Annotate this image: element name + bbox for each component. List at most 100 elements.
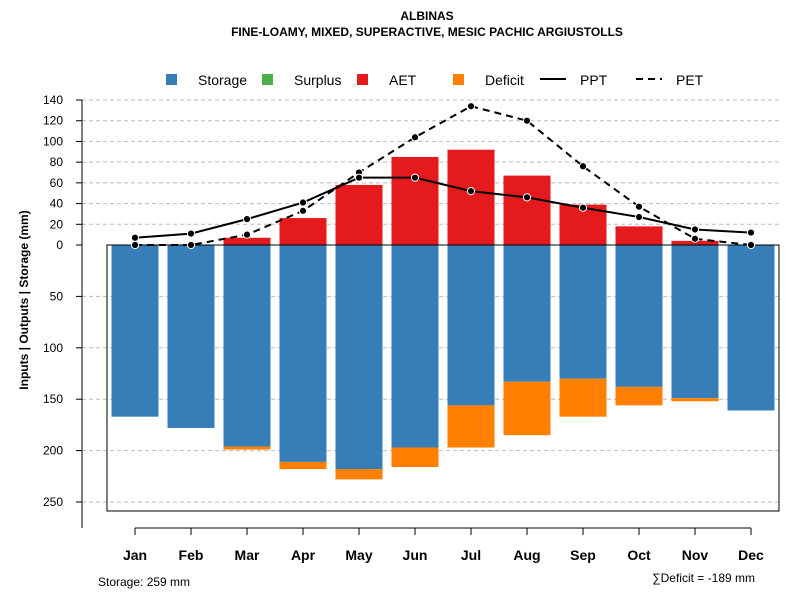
ppt-point [410, 173, 420, 182]
deficit-bar [223, 446, 271, 450]
aet-bar [671, 240, 719, 245]
x-tick-label: Jul [461, 547, 481, 563]
aet-bar [447, 149, 495, 245]
upper-y-axis: 0 20 40 60 80 100 120 140 [43, 93, 83, 252]
pet-point [242, 230, 252, 239]
x-tick-label: Mar [235, 547, 260, 563]
storage-bar [111, 245, 159, 417]
x-axis: Jan Feb Mar Apr May Jun Jul Aug Sep Oct Nov Dec [123, 527, 764, 563]
deficit-note: ∑Deficit = -189 mm [652, 571, 755, 585]
deficit-bar [615, 386, 663, 406]
pet-point [466, 102, 476, 111]
ppt-point [578, 203, 588, 212]
pet-point [410, 133, 420, 142]
upper-y-tick-label: 60 [50, 176, 64, 190]
pet-point [186, 240, 196, 250]
ppt-line [134, 176, 752, 239]
legend-pet-label: PET [676, 72, 704, 88]
storage-bar [335, 245, 383, 470]
pet-point [298, 206, 308, 215]
upper-y-tick-label: 140 [43, 93, 63, 107]
upper-y-tick-label: 20 [50, 217, 64, 231]
x-tick-label: May [345, 547, 372, 563]
storage-bar [279, 245, 327, 462]
aet-bar [503, 175, 551, 245]
x-tick-label: Jan [123, 547, 147, 563]
storage-bar [447, 245, 495, 406]
deficit-bar [671, 398, 719, 402]
deficit-bar [559, 378, 607, 417]
aet-bar [279, 218, 327, 245]
pet-point [522, 116, 532, 125]
storage-bar [671, 245, 719, 399]
legend: Storage Surplus AET Deficit PPT PET [166, 72, 704, 88]
ppt-point [242, 215, 252, 224]
ppt-point [130, 233, 140, 242]
lower-y-tick-label: 200 [43, 444, 63, 458]
lower-y-tick-label: 150 [43, 392, 63, 406]
pet-point [634, 202, 644, 211]
lower-y-axis: 50 100 150 200 250 [43, 245, 83, 528]
lines [130, 102, 756, 250]
upper-y-tick-label: 0 [56, 238, 63, 252]
aet-bar [223, 237, 271, 245]
lower-y-tick-label: 250 [43, 495, 63, 509]
pet-point [578, 162, 588, 171]
ppt-point [298, 198, 308, 207]
storage-bar [223, 245, 271, 447]
x-tick-label: Feb [179, 547, 204, 563]
storage-bar [727, 245, 775, 411]
ppt-point [634, 212, 644, 222]
x-tick-label: Jun [403, 547, 428, 563]
lower-y-tick-label: 100 [43, 341, 63, 355]
pet-point [690, 234, 700, 243]
ppt-point [746, 228, 756, 237]
legend-surplus-swatch [262, 74, 273, 85]
lower-y-tick-label: 50 [50, 289, 64, 303]
pet-line [135, 105, 752, 246]
storage-bar [503, 245, 551, 382]
legend-surplus-label: Surplus [294, 72, 341, 88]
deficit-bar [279, 461, 327, 470]
storage-bar [391, 245, 439, 448]
bars [107, 149, 779, 480]
aet-bar [391, 156, 439, 245]
chart-subtitle: FINE-LOAMY, MIXED, SUPERACTIVE, MESIC PA… [231, 25, 623, 39]
x-tick-label: Oct [627, 547, 651, 563]
pet-point [746, 240, 756, 250]
x-tick-label: Sep [570, 547, 596, 563]
x-tick-label: Aug [513, 547, 540, 563]
legend-aet-swatch [357, 74, 368, 85]
legend-storage-label: Storage [198, 72, 247, 88]
ppt-point [522, 193, 532, 202]
upper-y-tick-label: 120 [43, 114, 63, 128]
upper-y-tick-label: 40 [50, 197, 64, 211]
chart-title: ALBINAS [400, 9, 453, 23]
legend-deficit-label: Deficit [485, 72, 524, 88]
ppt-point [186, 229, 196, 238]
deficit-bar [503, 381, 551, 436]
x-tick-label: Apr [291, 547, 316, 563]
legend-deficit-swatch [453, 74, 464, 85]
legend-storage-swatch [166, 74, 177, 85]
legend-ppt-label: PPT [580, 72, 608, 88]
upper-y-tick-label: 100 [43, 134, 63, 148]
storage-note: Storage: 259 mm [98, 575, 190, 589]
deficit-bar [335, 469, 383, 480]
aet-bar [615, 226, 663, 245]
ppt-point [466, 187, 476, 196]
legend-aet-label: AET [389, 72, 417, 88]
storage-bar [167, 245, 215, 428]
aet-bar [335, 184, 383, 245]
pet-point [130, 240, 140, 250]
x-tick-label: Nov [682, 547, 709, 563]
deficit-bar [447, 405, 495, 448]
storage-bar [559, 245, 607, 379]
y-axis-title: Inputs | Outputs | Storage (mm) [17, 210, 31, 389]
storage-bar [615, 245, 663, 387]
ppt-point [354, 173, 364, 182]
x-tick-label: Dec [738, 547, 764, 563]
ppt-point [690, 225, 700, 234]
